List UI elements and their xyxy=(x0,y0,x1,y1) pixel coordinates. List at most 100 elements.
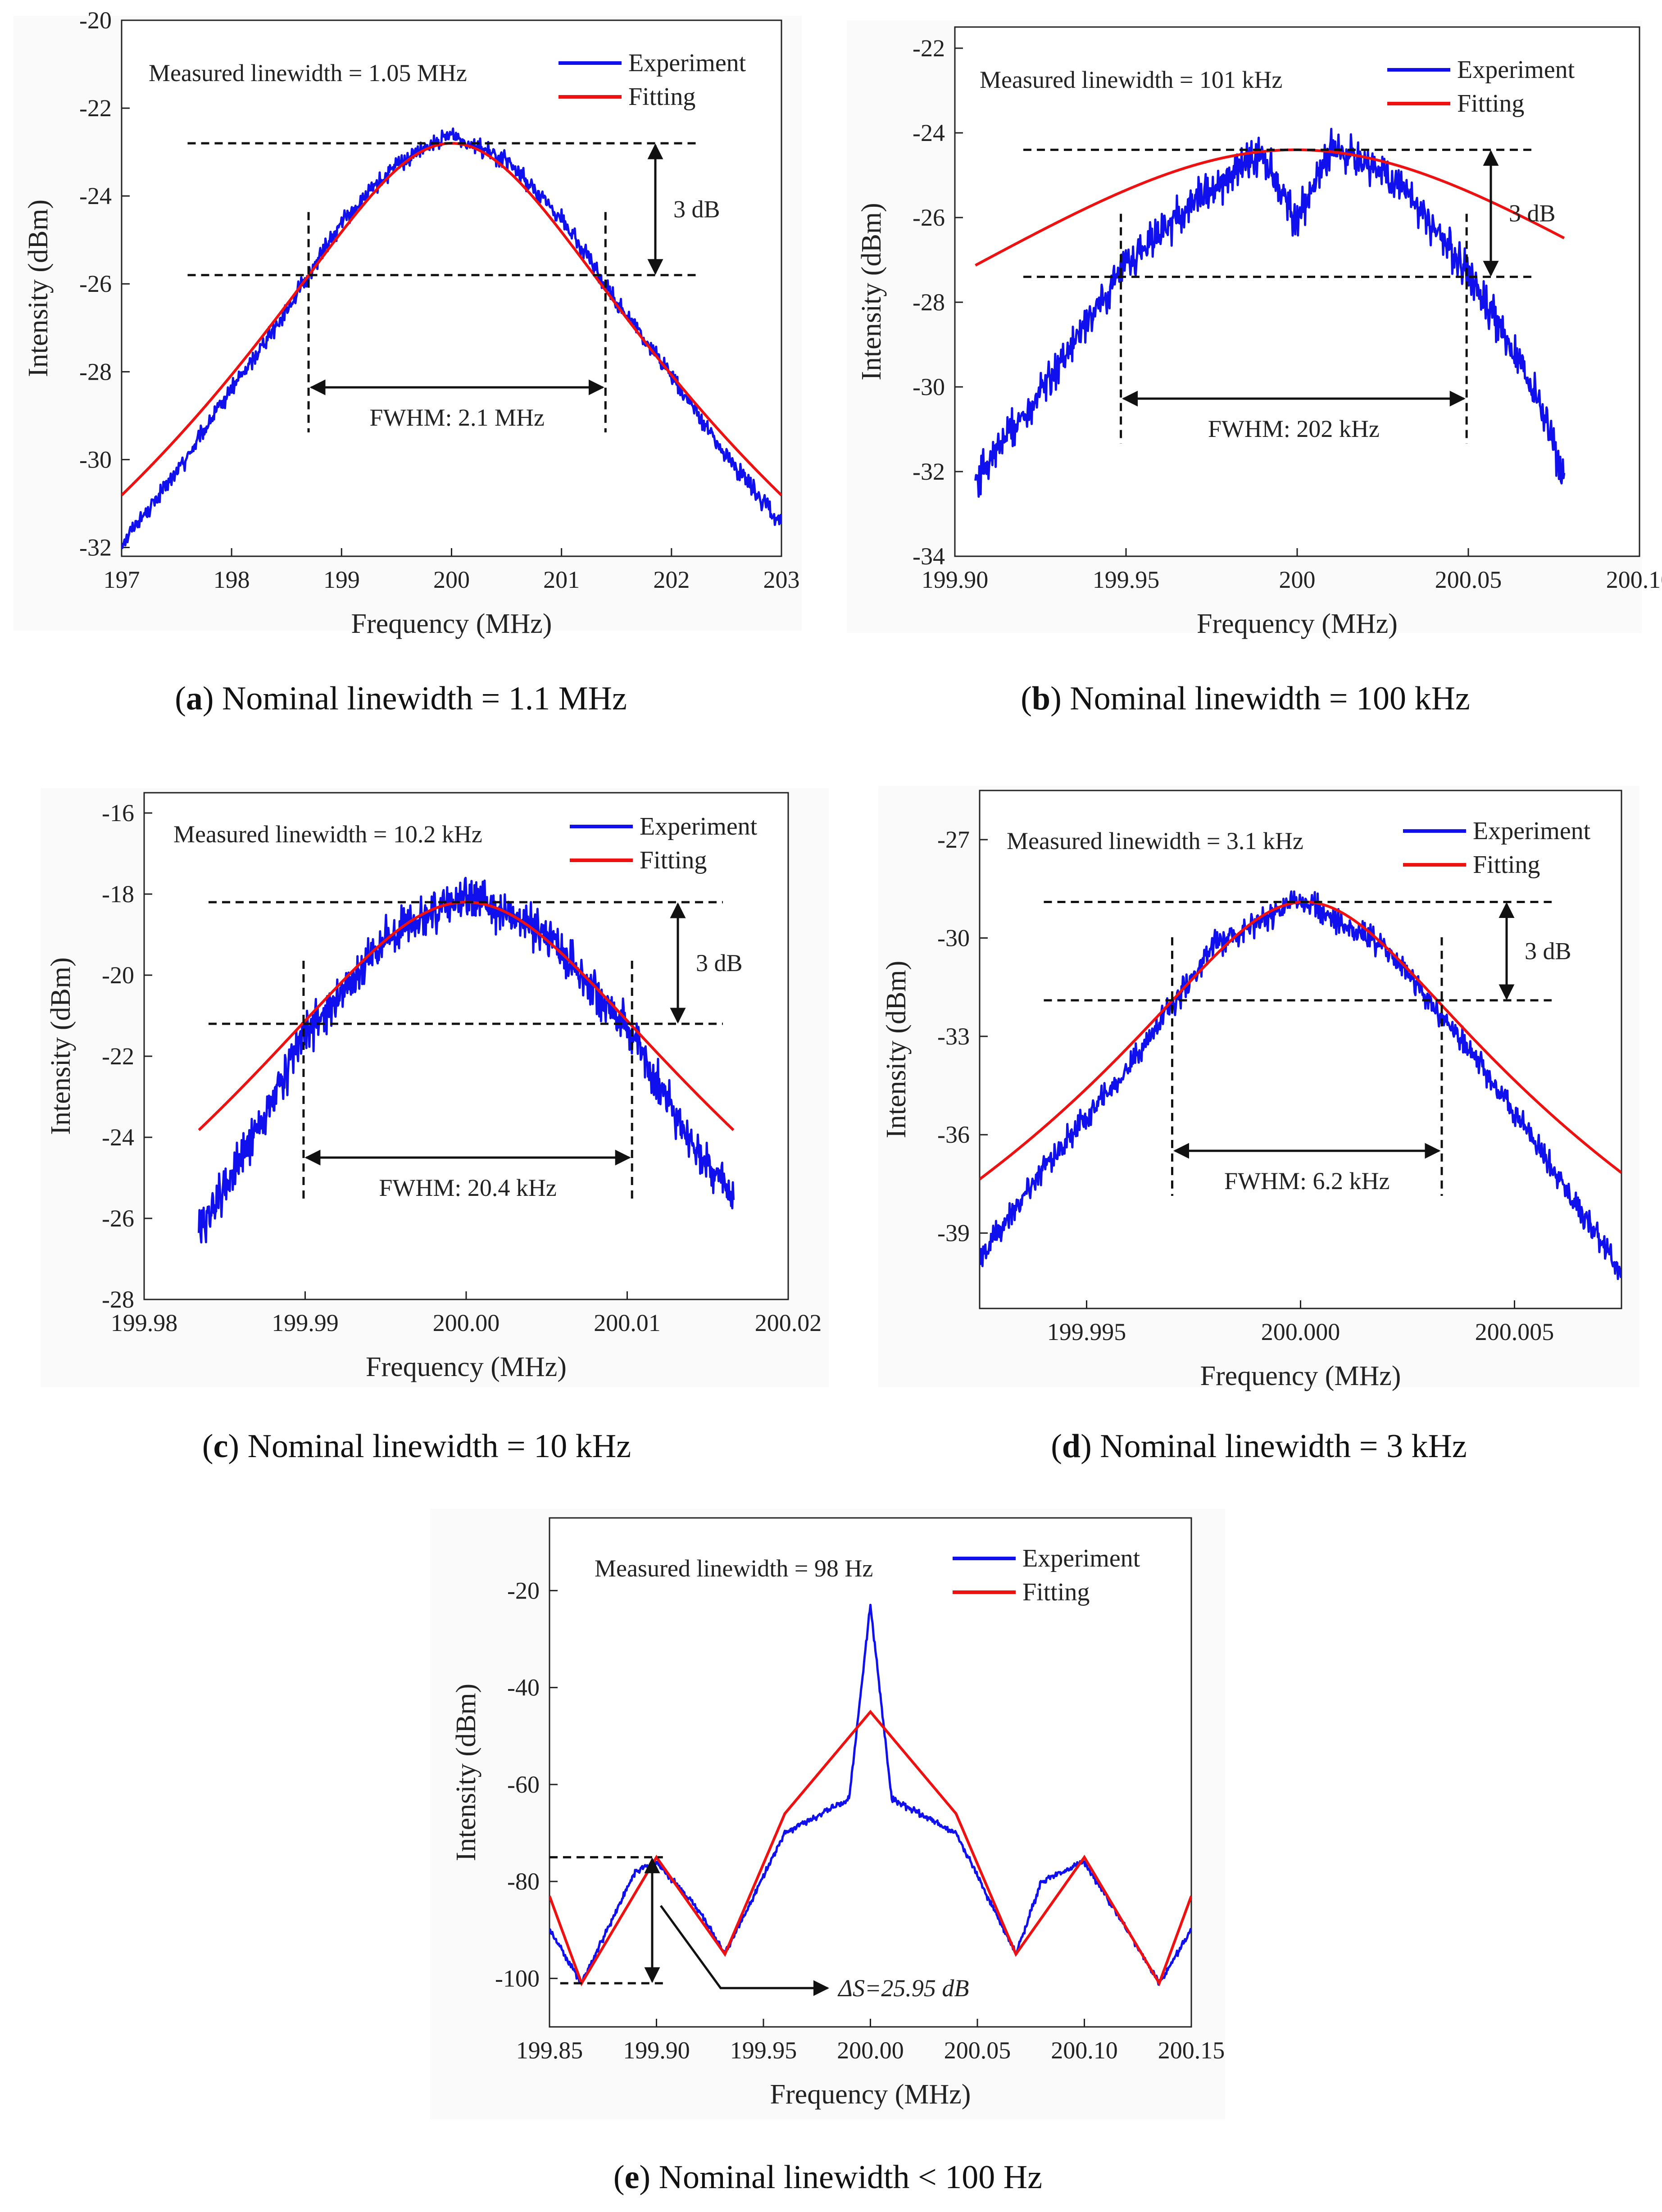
x-tick-label: 199.85 xyxy=(516,2037,583,2064)
x-tick-label: 199 xyxy=(323,566,360,593)
legend-fitting-label: Fitting xyxy=(1473,851,1540,879)
panel-caption: (c) Nominal linewidth = 10 kHz xyxy=(202,1428,631,1465)
panel-caption: (a) Nominal linewidth = 1.1 MHz xyxy=(175,680,627,717)
measured-linewidth-label: Measured linewidth = 1.05 MHz xyxy=(149,59,467,86)
fwhm-label: FWHM: 202 kHz xyxy=(1208,415,1380,442)
y-tick-label: -30 xyxy=(937,925,970,952)
panel-d: 199.995 200.000 200.005 -39 -36 -33 -30 -27 Freq… xyxy=(878,786,1639,1465)
x-tick-label: 198 xyxy=(213,566,250,593)
plot-frame xyxy=(979,790,1622,1309)
three-db-label: 3 dB xyxy=(696,949,743,977)
y-tick-label: -22 xyxy=(102,1043,134,1070)
panel-c: 199.98 199.99 200.00 200.01 200.02 -28 -26 -24 -… xyxy=(41,788,829,1465)
x-tick-label: 199.99 xyxy=(272,1309,339,1336)
delta-s-pointer xyxy=(659,1905,829,1996)
panel-caption-letter: e xyxy=(625,2159,640,2196)
x-tick-label: 200.10 xyxy=(1606,566,1662,593)
y-tick-label: -100 xyxy=(495,1965,540,1992)
x-axis-label: Frequency (MHz) xyxy=(1200,1361,1401,1391)
y-tick-label: -34 xyxy=(913,543,945,570)
x-axis-label: Frequency (MHz) xyxy=(770,2079,971,2110)
x-tick-label: 199.95 xyxy=(1093,566,1160,593)
y-tick-label: -22 xyxy=(913,35,945,62)
x-tick-label: 199.95 xyxy=(730,2037,797,2064)
panel-caption-letter: a xyxy=(186,680,203,717)
y-tick-label: -28 xyxy=(79,358,112,385)
y-tick-label: -30 xyxy=(79,446,112,473)
panel-caption-letter: c xyxy=(213,1428,228,1465)
series-fitting-line xyxy=(549,1709,1191,1987)
legend-experiment-label: Experiment xyxy=(628,49,746,77)
legend-experiment-label: Experiment xyxy=(1457,56,1575,84)
y-tick-label: -26 xyxy=(913,204,945,231)
measured-linewidth-label: Measured linewidth = 10.2 kHz xyxy=(173,821,482,848)
y-tick-label: -16 xyxy=(102,799,134,827)
panel-b: 199.90 199.95 200 200.05 200.10 -34 -32 -30 -28 -… xyxy=(847,20,1662,717)
x-tick-label: 200.01 xyxy=(594,1309,661,1336)
fwhm-label: FWHM: 6.2 kHz xyxy=(1224,1167,1390,1195)
y-tick-label: -28 xyxy=(913,289,945,316)
x-tick-label: 200.05 xyxy=(944,2037,1011,2064)
x-tick-label: 200 xyxy=(433,566,470,593)
three-db-label: 3 dB xyxy=(1509,200,1556,227)
panel-caption-letter: d xyxy=(1062,1428,1081,1465)
x-tick-label: 200.00 xyxy=(433,1309,500,1336)
measured-linewidth-label: Measured linewidth = 3.1 kHz xyxy=(1007,827,1303,854)
legend-fitting-label: Fitting xyxy=(1457,90,1524,118)
x-tick-label: 202 xyxy=(653,566,690,593)
plot-frame xyxy=(549,1517,1192,2028)
x-tick-label: 199.90 xyxy=(922,566,989,593)
x-tick-label: 197 xyxy=(104,566,140,593)
y-tick-label: -18 xyxy=(102,881,134,908)
y-tick-label: -40 xyxy=(507,1674,540,1701)
x-tick-label: 199.995 xyxy=(1047,1318,1126,1345)
legend-fitting-label: Fitting xyxy=(628,83,695,111)
x-tick-label: 200.05 xyxy=(1435,566,1502,593)
panel-caption: (d) Nominal linewidth = 3 kHz xyxy=(1051,1428,1467,1465)
x-tick-label: 199.98 xyxy=(111,1309,178,1336)
x-axis-label: Frequency (MHz) xyxy=(351,609,552,639)
series-experiment-line xyxy=(198,877,735,1244)
y-axis-label: Intensity (dBm) xyxy=(45,957,76,1135)
panel-caption: (b) Nominal linewidth = 100 kHz xyxy=(1021,680,1470,717)
y-tick-label: -27 xyxy=(937,826,970,853)
y-tick-label: -28 xyxy=(102,1286,134,1313)
x-axis-label: Frequency (MHz) xyxy=(366,1352,567,1382)
x-tick-label: 200.00 xyxy=(837,2037,904,2064)
y-tick-label: -24 xyxy=(79,182,112,209)
series-experiment-line xyxy=(122,127,781,550)
fwhm-label: FWHM: 20.4 kHz xyxy=(379,1174,556,1201)
y-tick-label: -20 xyxy=(79,7,112,34)
x-axis-label: Frequency (MHz) xyxy=(1197,609,1398,639)
measured-linewidth-label: Measured linewidth = 98 Hz xyxy=(595,1555,873,1582)
x-tick-label: 199.90 xyxy=(623,2037,690,2064)
legend-fitting-label: Fitting xyxy=(1022,1578,1090,1606)
legend-experiment-label: Experiment xyxy=(1473,817,1591,845)
x-tick-label: 200.15 xyxy=(1158,2037,1225,2064)
plot-frame xyxy=(121,19,782,557)
x-tick-label: 200.000 xyxy=(1261,1318,1340,1345)
y-tick-label: -39 xyxy=(937,1220,970,1247)
legend-experiment-label: Experiment xyxy=(640,813,758,840)
three-db-label: 3 dB xyxy=(673,195,720,223)
x-tick-label: 200.005 xyxy=(1475,1318,1554,1345)
y-tick-label: -80 xyxy=(507,1868,540,1895)
y-tick-label: -32 xyxy=(913,458,945,485)
legend-experiment-label: Experiment xyxy=(1022,1544,1140,1572)
y-tick-label: -30 xyxy=(913,373,945,400)
fwhm-label: FWHM: 2.1 MHz xyxy=(369,404,545,431)
y-tick-label: -26 xyxy=(102,1205,134,1232)
y-tick-label: -33 xyxy=(937,1023,970,1050)
y-tick-label: -20 xyxy=(102,962,134,989)
measured-linewidth-label: Measured linewidth = 101 kHz xyxy=(980,66,1282,93)
panel-caption-letter: b xyxy=(1032,680,1050,717)
y-tick-label: -24 xyxy=(102,1124,134,1151)
y-axis-label: Intensity (dBm) xyxy=(856,203,887,380)
panel-caption: (e) Nominal linewidth < 100 Hz xyxy=(613,2159,1042,2196)
y-tick-label: -60 xyxy=(507,1771,540,1798)
x-tick-label: 203 xyxy=(763,566,800,593)
x-tick-label: 200.02 xyxy=(755,1309,822,1336)
y-tick-label: -36 xyxy=(937,1121,970,1148)
legend-fitting-label: Fitting xyxy=(640,846,707,874)
